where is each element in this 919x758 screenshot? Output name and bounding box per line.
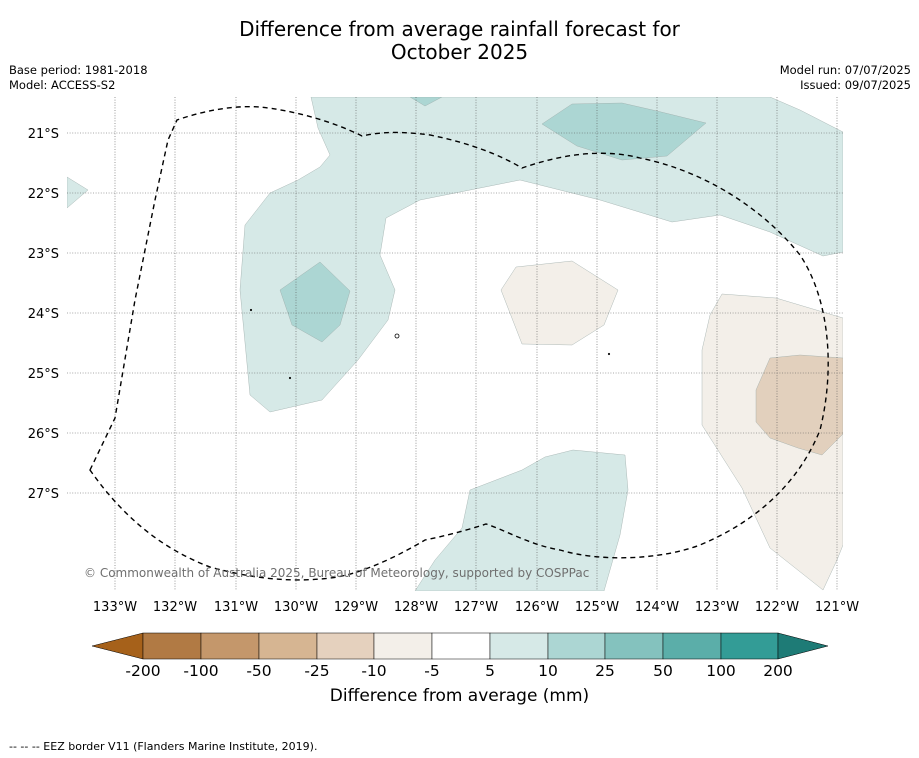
- lon-label-123w: 123°W: [695, 600, 739, 615]
- meta-right: Model run: 07/07/2025 Issued: 09/07/2025: [780, 63, 911, 93]
- copyright-text: © Commonwealth of Australia 2025, Bureau…: [84, 566, 589, 580]
- eez-legend: -- -- -- EEZ border V11 (Flanders Marine…: [9, 740, 318, 753]
- cb-tick-neg100: -100: [183, 662, 218, 680]
- lat-label-22s: 22°S: [28, 187, 59, 202]
- base-period: Base period: 1981-2018: [9, 63, 148, 77]
- lon-label-131w: 131°W: [214, 600, 258, 615]
- colorbar-bin-11: [720, 632, 779, 660]
- cb-tick-neg10: -10: [361, 662, 386, 680]
- lat-label-27s: 27°S: [28, 487, 59, 502]
- colorbar-high-extend: [777, 632, 829, 660]
- island-2: [249, 308, 253, 312]
- cb-tick-5: 5: [485, 662, 495, 680]
- shade-neg10-neg25-east: [755, 354, 843, 456]
- lon-label-132w: 132°W: [153, 600, 197, 615]
- colorbar-bin-5: [373, 632, 433, 660]
- shade-5-10-south: [414, 449, 629, 591]
- island-4: [607, 352, 611, 356]
- title-line-2: October 2025: [390, 40, 529, 64]
- cb-tick-50: 50: [653, 662, 673, 680]
- map-title: Difference from average rainfall forecas…: [0, 18, 919, 64]
- lon-label-122w: 122°W: [755, 600, 799, 615]
- cb-tick-200: 200: [763, 662, 793, 680]
- cb-tick-25: 25: [595, 662, 615, 680]
- lon-label-133w: 133°W: [93, 600, 137, 615]
- meta-left: Base period: 1981-2018 Model: ACCESS-S2: [9, 63, 148, 93]
- lon-label-125w: 125°W: [575, 600, 619, 615]
- island-1: [394, 333, 400, 339]
- map-area: © Commonwealth of Australia 2025, Bureau…: [67, 97, 843, 591]
- lon-label-124w: 124°W: [635, 600, 679, 615]
- title-line-1: Difference from average rainfall forecas…: [239, 17, 680, 41]
- eez-border: [89, 105, 829, 581]
- cb-tick-neg25: -25: [304, 662, 329, 680]
- colorbar-bin-8: [547, 632, 606, 660]
- islands: [249, 308, 611, 380]
- issued-date: Issued: 09/07/2025: [800, 78, 911, 92]
- colorbar-bin-4: [316, 632, 375, 660]
- lon-label-121w: 121°W: [815, 600, 859, 615]
- colorbar-low-extend: [91, 632, 144, 660]
- shade-neg5-neg10-center: [500, 260, 619, 346]
- lon-label-130w: 130°W: [274, 600, 318, 615]
- shade-10-25-top: [409, 97, 443, 107]
- shade-10-25-west: [279, 261, 351, 343]
- lat-label-24s: 24°S: [28, 307, 59, 322]
- longitude-labels: 133°W 132°W 131°W 130°W 129°W 128°W 127°…: [93, 600, 859, 615]
- lon-label-129w: 129°W: [334, 600, 378, 615]
- cb-tick-100: 100: [706, 662, 736, 680]
- colorbar-bin-10: [662, 632, 722, 660]
- shade-5-10-west-edge: [67, 176, 89, 209]
- colorbar-label: Difference from average (mm): [329, 686, 590, 706]
- colorbar-bin-3: [258, 632, 318, 660]
- lat-label-23s: 23°S: [28, 247, 59, 262]
- lon-label-128w: 128°W: [394, 600, 438, 615]
- colorbar-bin-1: [142, 632, 202, 660]
- colorbar-bin-9: [604, 632, 664, 660]
- lat-label-25s: 25°S: [28, 367, 59, 382]
- shade-10-25-north: [541, 102, 707, 161]
- model-run: Model run: 07/07/2025: [779, 63, 911, 77]
- cb-tick-neg5: -5: [424, 662, 439, 680]
- colorbar: [91, 632, 829, 660]
- cb-tick-neg200: -200: [125, 662, 160, 680]
- shade-5-10-north: [239, 97, 843, 413]
- island-3: [288, 376, 292, 380]
- lat-label-21s: 21°S: [28, 127, 59, 142]
- cb-tick-10: 10: [538, 662, 558, 680]
- colorbar-bin-7: [489, 632, 549, 660]
- lat-label-26s: 26°S: [28, 427, 59, 442]
- lon-label-126w: 126°W: [515, 600, 559, 615]
- model-name: Model: ACCESS-S2: [9, 78, 116, 92]
- cb-tick-neg50: -50: [246, 662, 271, 680]
- graticule: [67, 97, 843, 591]
- colorbar-tick-labels: -200 -100 -50 -25 -10 -5 5 10 25 50 100 …: [125, 662, 792, 680]
- anomaly-shading: [67, 97, 843, 591]
- latitude-labels: 21°S 22°S 23°S 24°S 25°S 26°S 27°S: [28, 127, 59, 502]
- colorbar-bin-6: [431, 632, 491, 660]
- colorbar-bin-2: [200, 632, 260, 660]
- lon-label-127w: 127°W: [454, 600, 498, 615]
